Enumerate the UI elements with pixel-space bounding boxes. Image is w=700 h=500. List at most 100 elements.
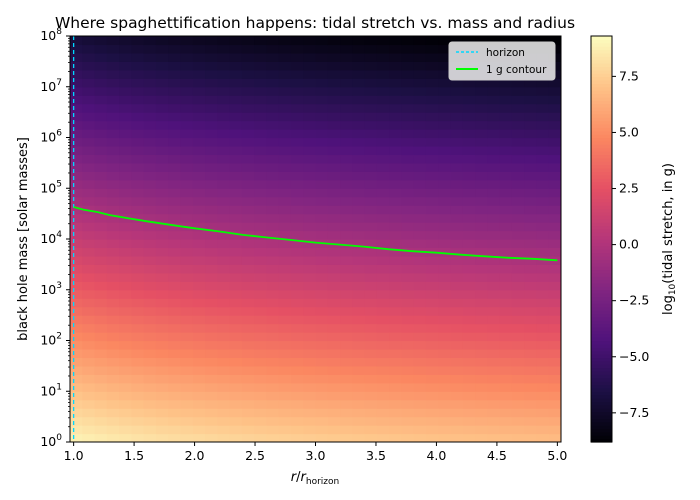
heatmap-cell — [205, 425, 218, 435]
heatmap-cell — [119, 272, 132, 282]
heatmap-cell — [401, 103, 415, 113]
heatmap-cell — [94, 425, 108, 435]
heatmap-cell — [401, 391, 415, 401]
heatmap-cell — [425, 408, 439, 418]
heatmap-cell — [462, 357, 476, 367]
heatmap-cell — [327, 171, 341, 181]
heatmap-cell — [327, 86, 341, 96]
colorbar-segment — [591, 205, 612, 210]
heatmap-cell — [205, 382, 218, 392]
heatmap-cell — [143, 315, 157, 325]
heatmap-cell — [340, 205, 353, 215]
heatmap-cell — [548, 348, 561, 359]
heatmap-cell — [131, 247, 145, 257]
heatmap-cell — [131, 298, 145, 308]
heatmap-cell — [254, 399, 267, 409]
heatmap-cell — [401, 247, 415, 257]
heatmap-cell — [94, 340, 108, 350]
heatmap-cell — [119, 315, 132, 325]
heatmap-cell — [131, 129, 145, 139]
heatmap-cell — [438, 357, 452, 367]
heatmap-cell — [303, 69, 317, 79]
heatmap-cell — [499, 425, 513, 435]
heatmap-cell — [364, 112, 378, 122]
heatmap-cell — [352, 162, 366, 172]
heatmap-cell — [94, 154, 108, 164]
heatmap-cell — [487, 162, 501, 172]
heatmap-cell — [119, 374, 132, 384]
heatmap-cell — [205, 120, 218, 130]
heatmap-cell — [143, 264, 157, 274]
colorbar-segment — [591, 374, 612, 379]
heatmap-cell — [119, 230, 132, 240]
colorbar-segment — [591, 343, 612, 348]
heatmap-cell — [376, 374, 390, 384]
heatmap-cell — [425, 78, 439, 88]
heatmap-cell — [290, 264, 304, 274]
heatmap-cell — [217, 120, 231, 130]
heatmap-cell — [401, 179, 415, 189]
heatmap-cell — [376, 264, 390, 274]
heatmap-cell — [462, 289, 476, 299]
heatmap-cell — [143, 213, 157, 223]
heatmap-cell — [106, 399, 120, 409]
heatmap-cell — [376, 69, 390, 79]
heatmap-cell — [192, 95, 206, 105]
heatmap-cell — [229, 112, 243, 122]
colorbar-segment — [591, 191, 612, 196]
colorbar-segment — [591, 201, 612, 206]
heatmap-cell — [254, 95, 267, 105]
heatmap-cell — [229, 69, 243, 79]
heatmap-cell — [511, 332, 525, 342]
heatmap-cell — [192, 222, 206, 232]
heatmap-cell — [364, 179, 378, 189]
colorbar-segment — [591, 147, 612, 152]
heatmap-cell — [94, 306, 108, 316]
colorbar-segment — [591, 282, 612, 287]
heatmap-cell — [266, 323, 280, 333]
heatmap-cell — [425, 103, 439, 113]
heatmap-cell — [352, 281, 366, 291]
heatmap-cell — [119, 391, 132, 401]
heatmap-cell — [487, 247, 501, 257]
heatmap-cell — [94, 332, 108, 342]
heatmap-cell — [119, 357, 132, 367]
heatmap-cell — [278, 162, 292, 172]
heatmap-cell — [524, 315, 538, 325]
heatmap-cell — [290, 52, 304, 62]
heatmap-cell — [425, 365, 439, 375]
heatmap-cell — [82, 36, 96, 46]
y-axis-label: black hole mass [solar masses] — [16, 137, 31, 341]
heatmap-cell — [536, 112, 550, 122]
heatmap-cell — [229, 222, 243, 232]
heatmap-cell — [438, 340, 452, 350]
heatmap-cell — [106, 416, 120, 426]
heatmap-cell — [278, 272, 292, 282]
colorbar-segment — [591, 364, 612, 369]
heatmap-cell — [327, 137, 341, 147]
heatmap-cell — [119, 112, 132, 122]
heatmap-cell — [364, 61, 378, 71]
heatmap-cell — [450, 416, 464, 426]
heatmap-cell — [389, 357, 403, 367]
heatmap-cell — [254, 188, 267, 198]
heatmap-cell — [70, 205, 83, 215]
heatmap-cell — [376, 332, 390, 342]
heatmap-cell — [303, 399, 317, 409]
heatmap-cell — [82, 416, 96, 426]
heatmap-cell — [376, 408, 390, 418]
heatmap-cell — [229, 171, 243, 181]
heatmap-cell — [511, 95, 525, 105]
heatmap-cell — [303, 44, 317, 54]
heatmap-cell — [352, 36, 366, 46]
heatmap-cell — [229, 137, 243, 147]
heatmap-cell — [340, 340, 353, 350]
heatmap-cell — [143, 103, 157, 113]
colorbar-segment — [591, 414, 612, 419]
heatmap-cell — [425, 433, 439, 442]
heatmap-cell — [82, 255, 96, 265]
heatmap-cell — [303, 264, 317, 274]
heatmap-cell — [290, 44, 304, 54]
heatmap-cell — [340, 145, 353, 156]
heatmap-cell — [192, 399, 206, 409]
